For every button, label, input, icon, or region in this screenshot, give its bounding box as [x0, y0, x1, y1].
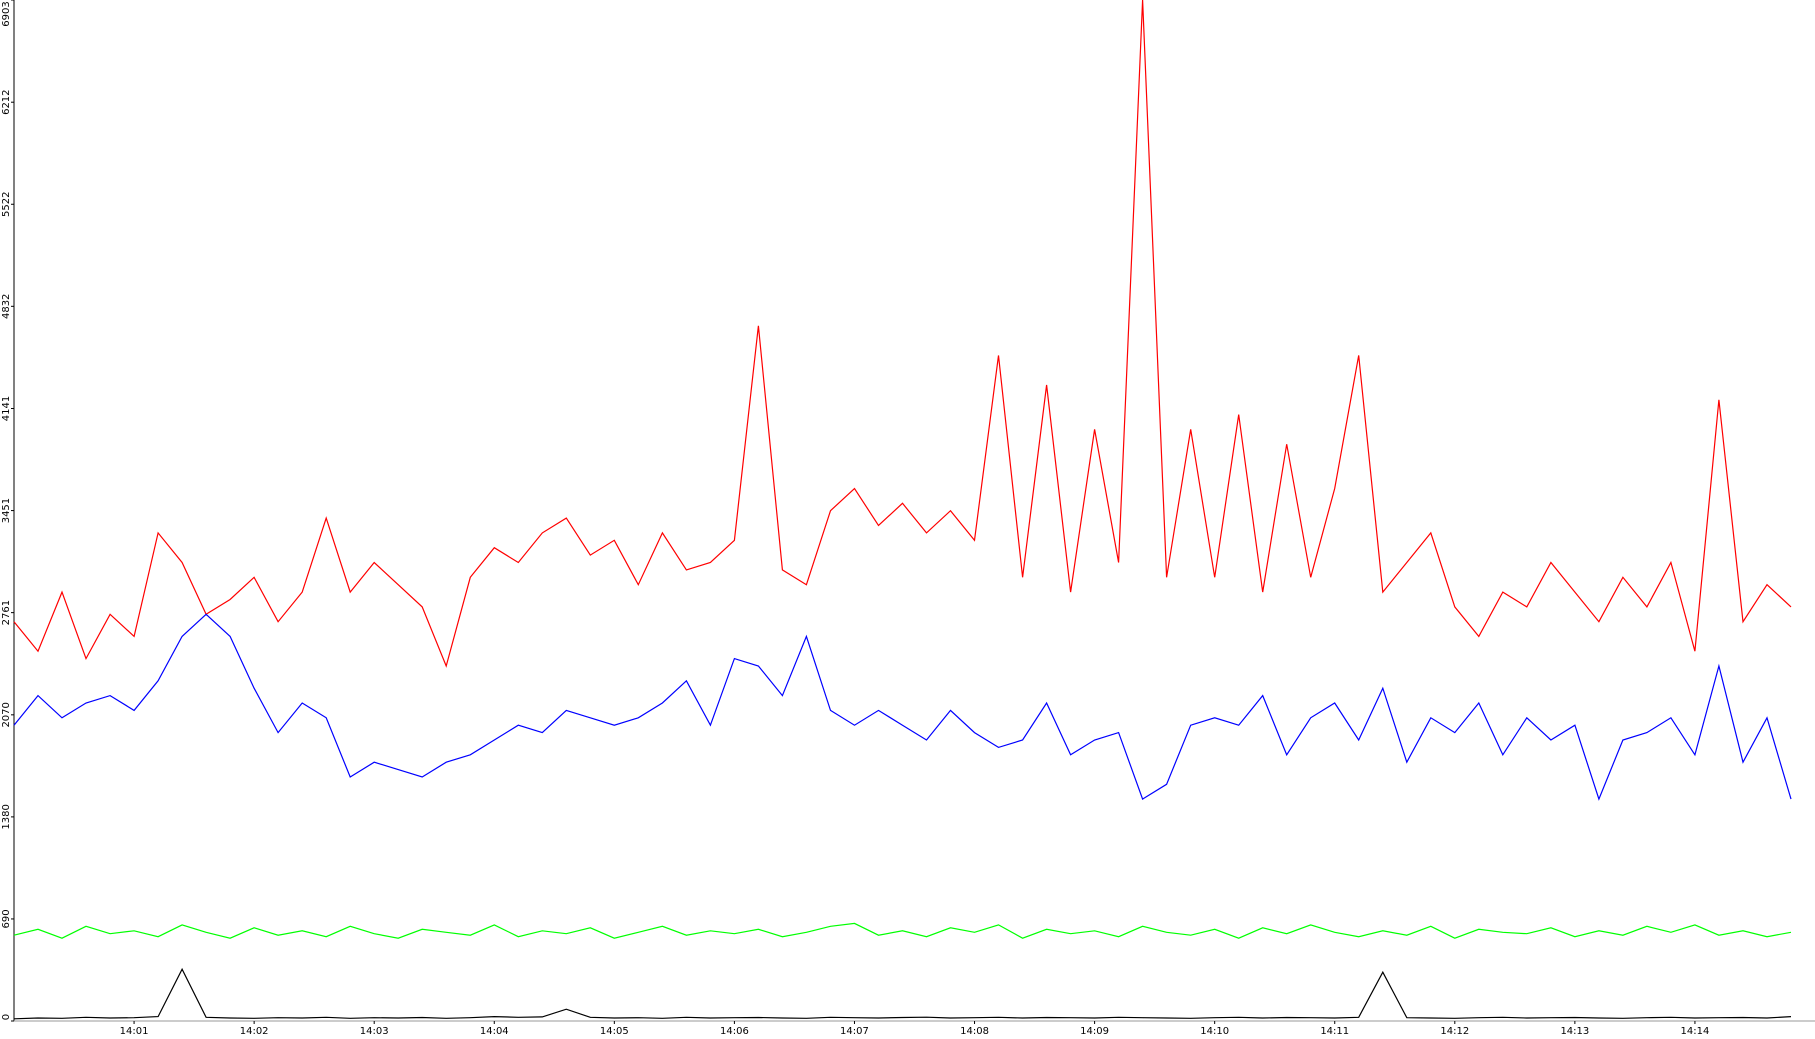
x-tick-label: 14:12: [1440, 1026, 1469, 1037]
y-tick-label: 1380: [1, 804, 12, 829]
x-tick-label: 14:11: [1320, 1026, 1349, 1037]
y-tick-label: 4141: [1, 396, 12, 421]
x-tick-label: 14:05: [600, 1026, 629, 1037]
x-tick-label: 14:04: [480, 1026, 509, 1037]
series-line: [13, 0, 1792, 668]
y-tick-label: 5522: [1, 192, 12, 217]
y-tick-label: 2070: [1, 702, 12, 727]
x-tick-label: 14:07: [840, 1026, 869, 1037]
series-line: [13, 967, 1792, 1020]
x-tick-label: 14:14: [1681, 1026, 1710, 1037]
x-tick-label: 14:06: [720, 1026, 749, 1037]
x-tick-label: 14:09: [1080, 1026, 1109, 1037]
y-tick-label: 6903: [1, 1, 12, 26]
y-tick-label: 690: [1, 909, 12, 928]
y-tick-label: 0: [1, 1014, 12, 1020]
y-tick-label: 6212: [1, 89, 12, 114]
series-line: [13, 613, 1792, 801]
x-tick-label: 14:02: [240, 1026, 269, 1037]
y-tick-label: 3451: [1, 498, 12, 523]
y-tick-label: 4832: [1, 294, 12, 319]
x-tick-label: 14:03: [360, 1026, 389, 1037]
x-tick-label: 14:13: [1560, 1026, 1589, 1037]
x-tick-label: 14:10: [1200, 1026, 1229, 1037]
x-tick-label: 14:08: [960, 1026, 989, 1037]
y-tick-label: 2761: [1, 600, 12, 625]
series-line: [13, 922, 1792, 939]
x-tick-label: 14:01: [120, 1026, 149, 1037]
